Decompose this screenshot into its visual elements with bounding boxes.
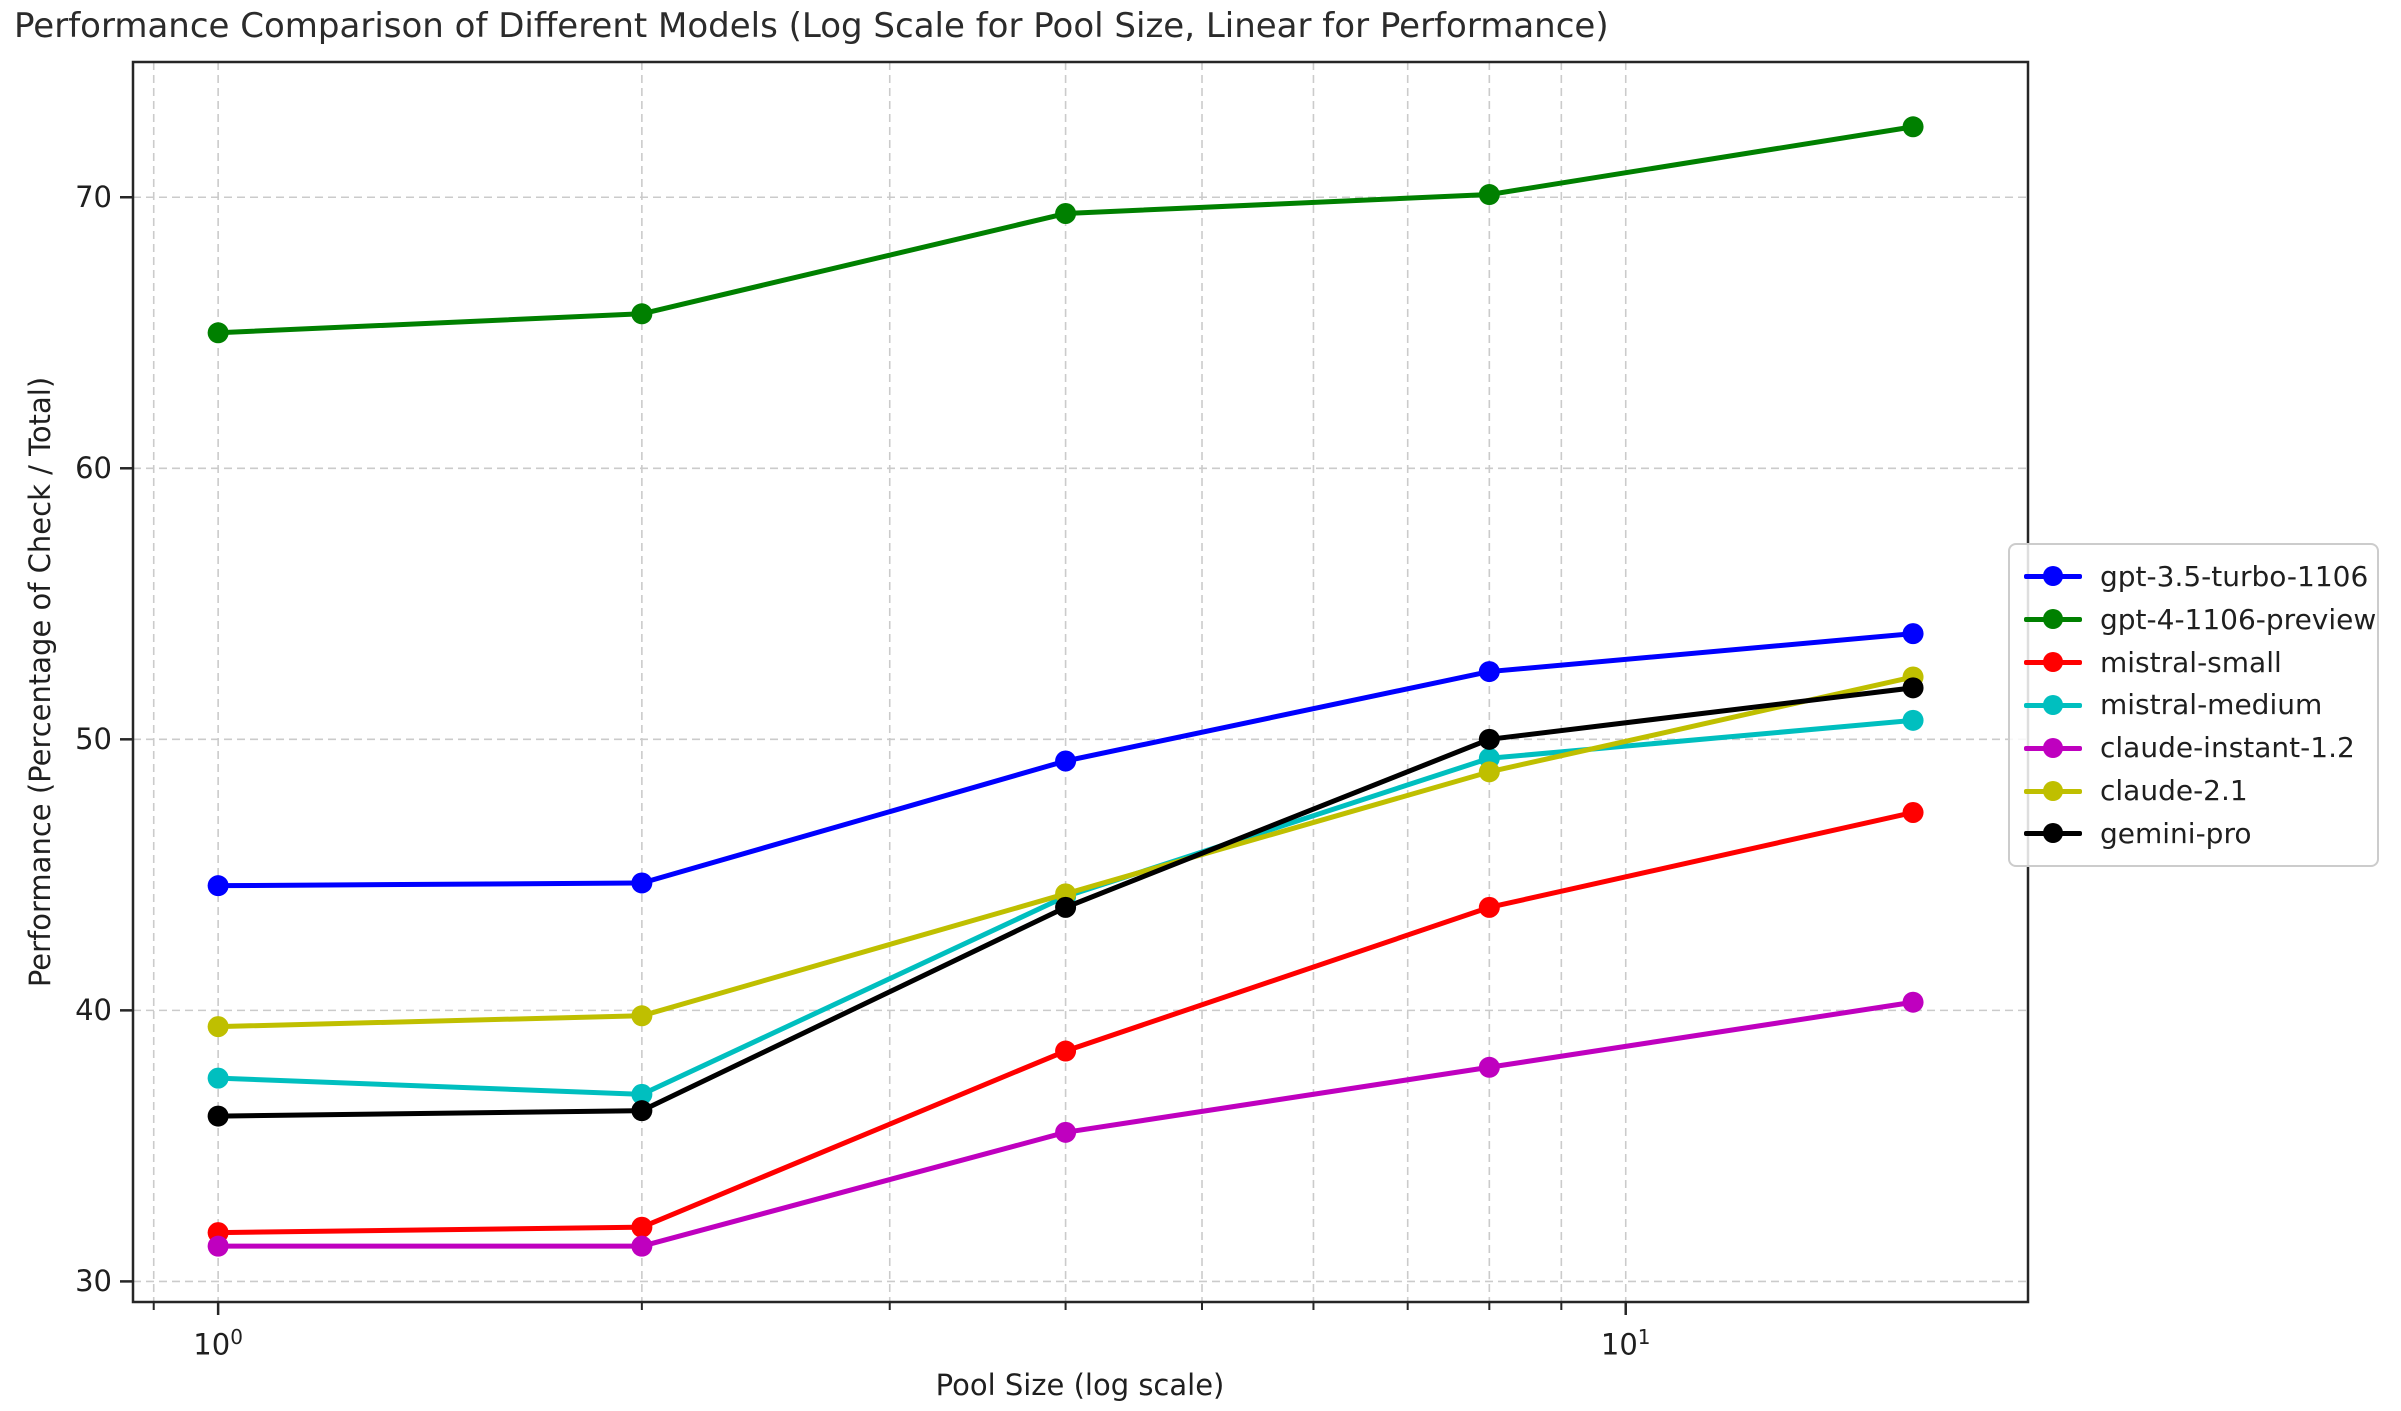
legend-item-mistral-medium: mistral-medium bbox=[2024, 688, 2377, 721]
legend-label: claude-instant-1.2 bbox=[2100, 731, 2355, 765]
data-point-claude-2.1 bbox=[1478, 761, 1500, 783]
data-point-claude-instant-1.2 bbox=[1055, 1121, 1077, 1143]
data-point-gpt-3.5-turbo-1106 bbox=[1055, 750, 1077, 772]
data-point-gpt-4-1106-preview bbox=[1055, 203, 1077, 225]
data-point-mistral-small bbox=[1478, 896, 1500, 918]
legend-marker-dot bbox=[2043, 780, 2063, 801]
legend-label: claude-2.1 bbox=[2100, 774, 2248, 808]
x-tick-label: 101 bbox=[1566, 1320, 1686, 1362]
legend-label: gpt-3.5-turbo-1106 bbox=[2100, 559, 2369, 593]
y-tick-label: 60 bbox=[75, 451, 112, 486]
data-point-gpt-4-1106-preview bbox=[207, 322, 229, 344]
data-point-claude-instant-1.2 bbox=[1902, 991, 1924, 1013]
legend-line-marker-icon bbox=[2024, 694, 2082, 715]
data-point-gpt-3.5-turbo-1106 bbox=[1902, 623, 1924, 645]
x-tick-exponent: 1 bbox=[1637, 1325, 1651, 1349]
data-point-gemini-pro bbox=[1902, 677, 1924, 699]
legend-line-marker-icon bbox=[2024, 609, 2082, 630]
data-point-claude-instant-1.2 bbox=[631, 1235, 653, 1257]
legend-item-gpt-4-1106-preview: gpt-4-1106-preview bbox=[2024, 603, 2377, 636]
legend-item-mistral-small: mistral-small bbox=[2024, 646, 2377, 679]
data-point-gemini-pro bbox=[631, 1100, 653, 1122]
y-tick-label: 40 bbox=[75, 993, 112, 1028]
data-point-gpt-4-1106-preview bbox=[1902, 116, 1924, 138]
legend-line-marker-icon bbox=[2024, 823, 2082, 844]
data-point-gemini-pro bbox=[1478, 728, 1500, 750]
data-point-claude-2.1 bbox=[631, 1005, 653, 1027]
legend-marker-dot bbox=[2043, 609, 2063, 630]
data-point-gpt-3.5-turbo-1106 bbox=[207, 875, 229, 897]
data-point-gpt-4-1106-preview bbox=[1478, 184, 1500, 206]
legend-item-claude-2.1: claude-2.1 bbox=[2024, 774, 2377, 807]
legend-label: mistral-small bbox=[2100, 645, 2282, 679]
legend-line-marker-icon bbox=[2024, 652, 2082, 673]
legend-marker-dot bbox=[2043, 652, 2063, 673]
legend-marker-dot bbox=[2043, 823, 2063, 844]
y-tick-label: 30 bbox=[75, 1264, 112, 1299]
data-point-mistral-medium bbox=[1902, 709, 1924, 731]
legend-line-marker-icon bbox=[2024, 566, 2082, 587]
legend-line-marker-icon bbox=[2024, 737, 2082, 758]
data-point-claude-2.1 bbox=[207, 1016, 229, 1038]
legend-marker-dot bbox=[2043, 566, 2063, 587]
data-point-gpt-3.5-turbo-1106 bbox=[1478, 661, 1500, 683]
y-tick-label: 50 bbox=[75, 722, 112, 757]
legend-marker-dot bbox=[2043, 737, 2063, 758]
data-point-mistral-small bbox=[631, 1216, 653, 1238]
legend-line-marker-icon bbox=[2024, 780, 2082, 801]
y-tick-label: 70 bbox=[75, 180, 112, 215]
data-point-mistral-medium bbox=[631, 1083, 653, 1105]
legend: gpt-3.5-turbo-1106 gpt-4-1106-preview mist… bbox=[2008, 543, 2379, 867]
legend-item-gemini-pro: gemini-pro bbox=[2024, 817, 2377, 850]
x-axis-label: Pool Size (log scale) bbox=[935, 1368, 1225, 1402]
x-tick-label: 100 bbox=[158, 1320, 278, 1362]
data-point-claude-instant-1.2 bbox=[207, 1235, 229, 1257]
data-point-gpt-4-1106-preview bbox=[631, 303, 653, 325]
legend-item-gpt-3.5-turbo-1106: gpt-3.5-turbo-1106 bbox=[2024, 560, 2377, 593]
x-tick-base: 10 bbox=[1600, 1327, 1638, 1362]
chart-title: Performance Comparison of Different Mode… bbox=[14, 6, 1609, 46]
data-point-gemini-pro bbox=[1055, 896, 1077, 918]
data-point-gemini-pro bbox=[207, 1105, 229, 1127]
data-point-claude-instant-1.2 bbox=[1478, 1056, 1500, 1078]
legend-item-claude-instant-1.2: claude-instant-1.2 bbox=[2024, 731, 2377, 764]
data-point-mistral-small bbox=[1902, 802, 1924, 824]
data-point-gpt-3.5-turbo-1106 bbox=[631, 872, 653, 894]
legend-label: mistral-medium bbox=[2100, 688, 2323, 722]
data-point-mistral-small bbox=[1055, 1040, 1077, 1062]
data-point-mistral-medium bbox=[207, 1067, 229, 1089]
x-tick-base: 10 bbox=[193, 1327, 231, 1362]
legend-label: gemini-pro bbox=[2100, 816, 2252, 850]
legend-marker-dot bbox=[2043, 694, 2063, 715]
x-tick-exponent: 0 bbox=[230, 1325, 243, 1349]
legend-label: gpt-4-1106-preview bbox=[2100, 602, 2377, 636]
